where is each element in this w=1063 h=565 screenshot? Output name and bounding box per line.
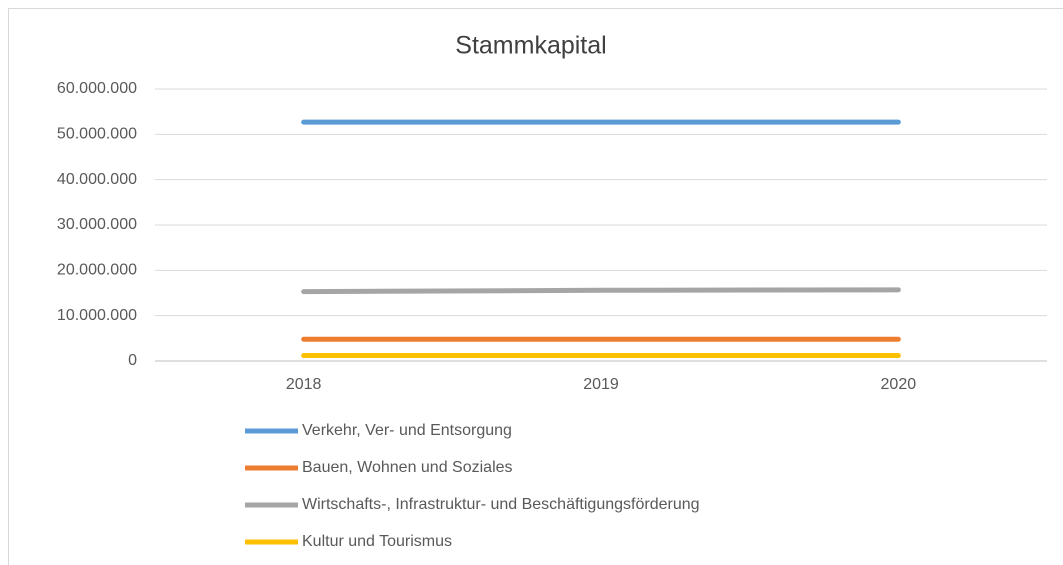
series-line xyxy=(301,287,901,295)
x-tick-label: 2018 xyxy=(286,376,322,393)
legend-label: Kultur und Tourismus xyxy=(302,533,452,550)
y-tick-label: 30.000.000 xyxy=(57,216,137,233)
legend-label: Wirtschafts-, Infrastruktur- und Beschäf… xyxy=(302,496,700,513)
legend-label: Verkehr, Ver- und Entsorgung xyxy=(302,422,512,439)
x-tick-label: 2019 xyxy=(583,376,619,393)
y-tick-label: 0 xyxy=(128,352,137,369)
legend-label: Bauen, Wohnen und Soziales xyxy=(302,459,513,476)
y-tick-label: 20.000.000 xyxy=(57,262,137,279)
chart-border xyxy=(8,8,1063,565)
chart-title: Stammkapital xyxy=(455,32,606,60)
y-tick-label: 10.000.000 xyxy=(57,307,137,324)
y-tick-label: 40.000.000 xyxy=(57,171,137,188)
x-tick-label: 2020 xyxy=(881,376,917,393)
y-tick-label: 60.000.000 xyxy=(57,80,137,97)
y-tick-label: 50.000.000 xyxy=(57,126,137,143)
